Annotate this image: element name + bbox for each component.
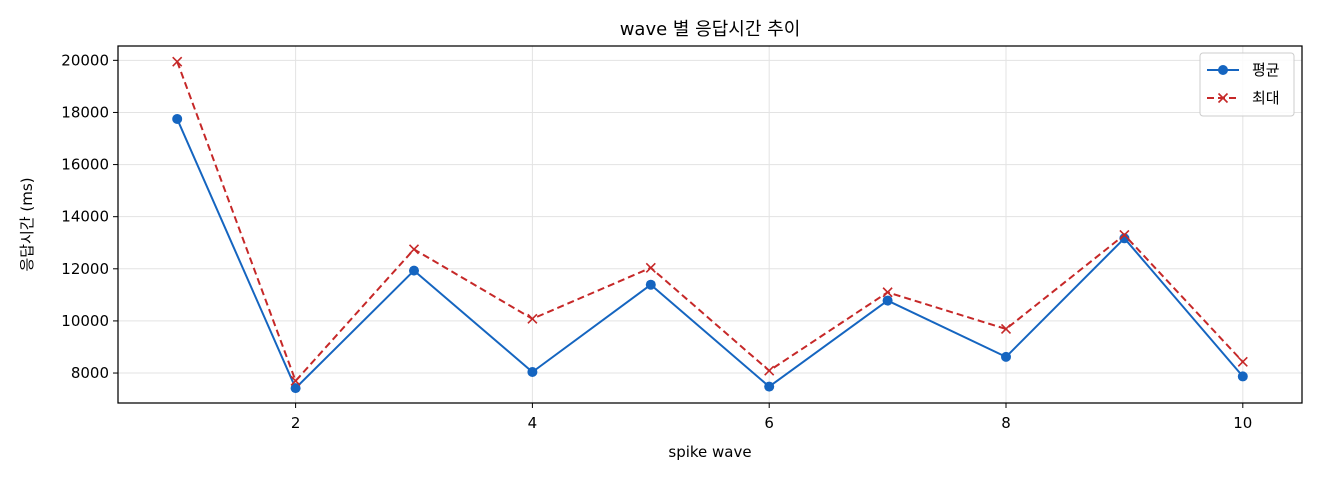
series-line — [176, 61, 1244, 382]
x-tick-label: 2 — [291, 414, 301, 432]
data-point — [1119, 229, 1130, 240]
data-point — [290, 375, 301, 386]
y-tick-label: 14000 — [61, 208, 109, 226]
data-point — [1237, 371, 1248, 382]
legend-label: 평균 — [1252, 61, 1280, 79]
legend-item: 최대 — [1207, 89, 1280, 107]
y-tick-label: 16000 — [61, 156, 109, 174]
plot-area-frame — [117, 45, 1303, 404]
data-point — [172, 56, 183, 67]
legend-marker — [1217, 92, 1229, 104]
data-point — [1000, 323, 1012, 335]
x-tick-label: 8 — [1001, 414, 1011, 432]
y-axis-label: 응답시간 (ms) — [18, 177, 36, 271]
x-axis-label: spike wave — [668, 443, 751, 461]
y-tick-label: 12000 — [61, 260, 109, 278]
data-point — [764, 381, 775, 392]
data-point — [882, 287, 893, 298]
data-point — [408, 244, 420, 255]
series-2 — [172, 56, 1248, 386]
y-tick-label: 18000 — [61, 103, 109, 121]
data-point — [764, 365, 775, 376]
axis-ticks: 2 4 6 8 10 8000 10000 12000 14000 16000 18000 20000 — [61, 51, 1252, 432]
data-point — [527, 366, 538, 377]
legend-marker — [1218, 65, 1228, 75]
legend-frame — [1199, 52, 1295, 117]
x-tick-label: 4 — [528, 414, 538, 432]
series-line — [176, 118, 1244, 390]
series-1 — [172, 113, 1248, 394]
legend-label: 최대 — [1252, 89, 1280, 107]
data-series — [172, 56, 1248, 394]
y-tick-label: 8000 — [71, 364, 109, 382]
data-point — [645, 279, 656, 290]
y-tick-label: 20000 — [61, 51, 109, 69]
data-point — [645, 262, 656, 273]
data-point — [1237, 356, 1248, 367]
y-tick-label: 10000 — [61, 312, 109, 330]
data-point — [1001, 351, 1011, 362]
data-point — [290, 383, 301, 394]
data-point — [172, 113, 183, 124]
data-point — [882, 295, 893, 306]
legend-item: 평균 — [1207, 61, 1280, 79]
grid-lines — [118, 46, 1302, 403]
x-tick-label: 6 — [764, 414, 774, 432]
data-point — [527, 313, 538, 324]
data-point — [409, 265, 419, 276]
x-tick-label: 10 — [1233, 414, 1252, 432]
chart-title: wave 별 응답시간 추이 — [620, 19, 801, 40]
